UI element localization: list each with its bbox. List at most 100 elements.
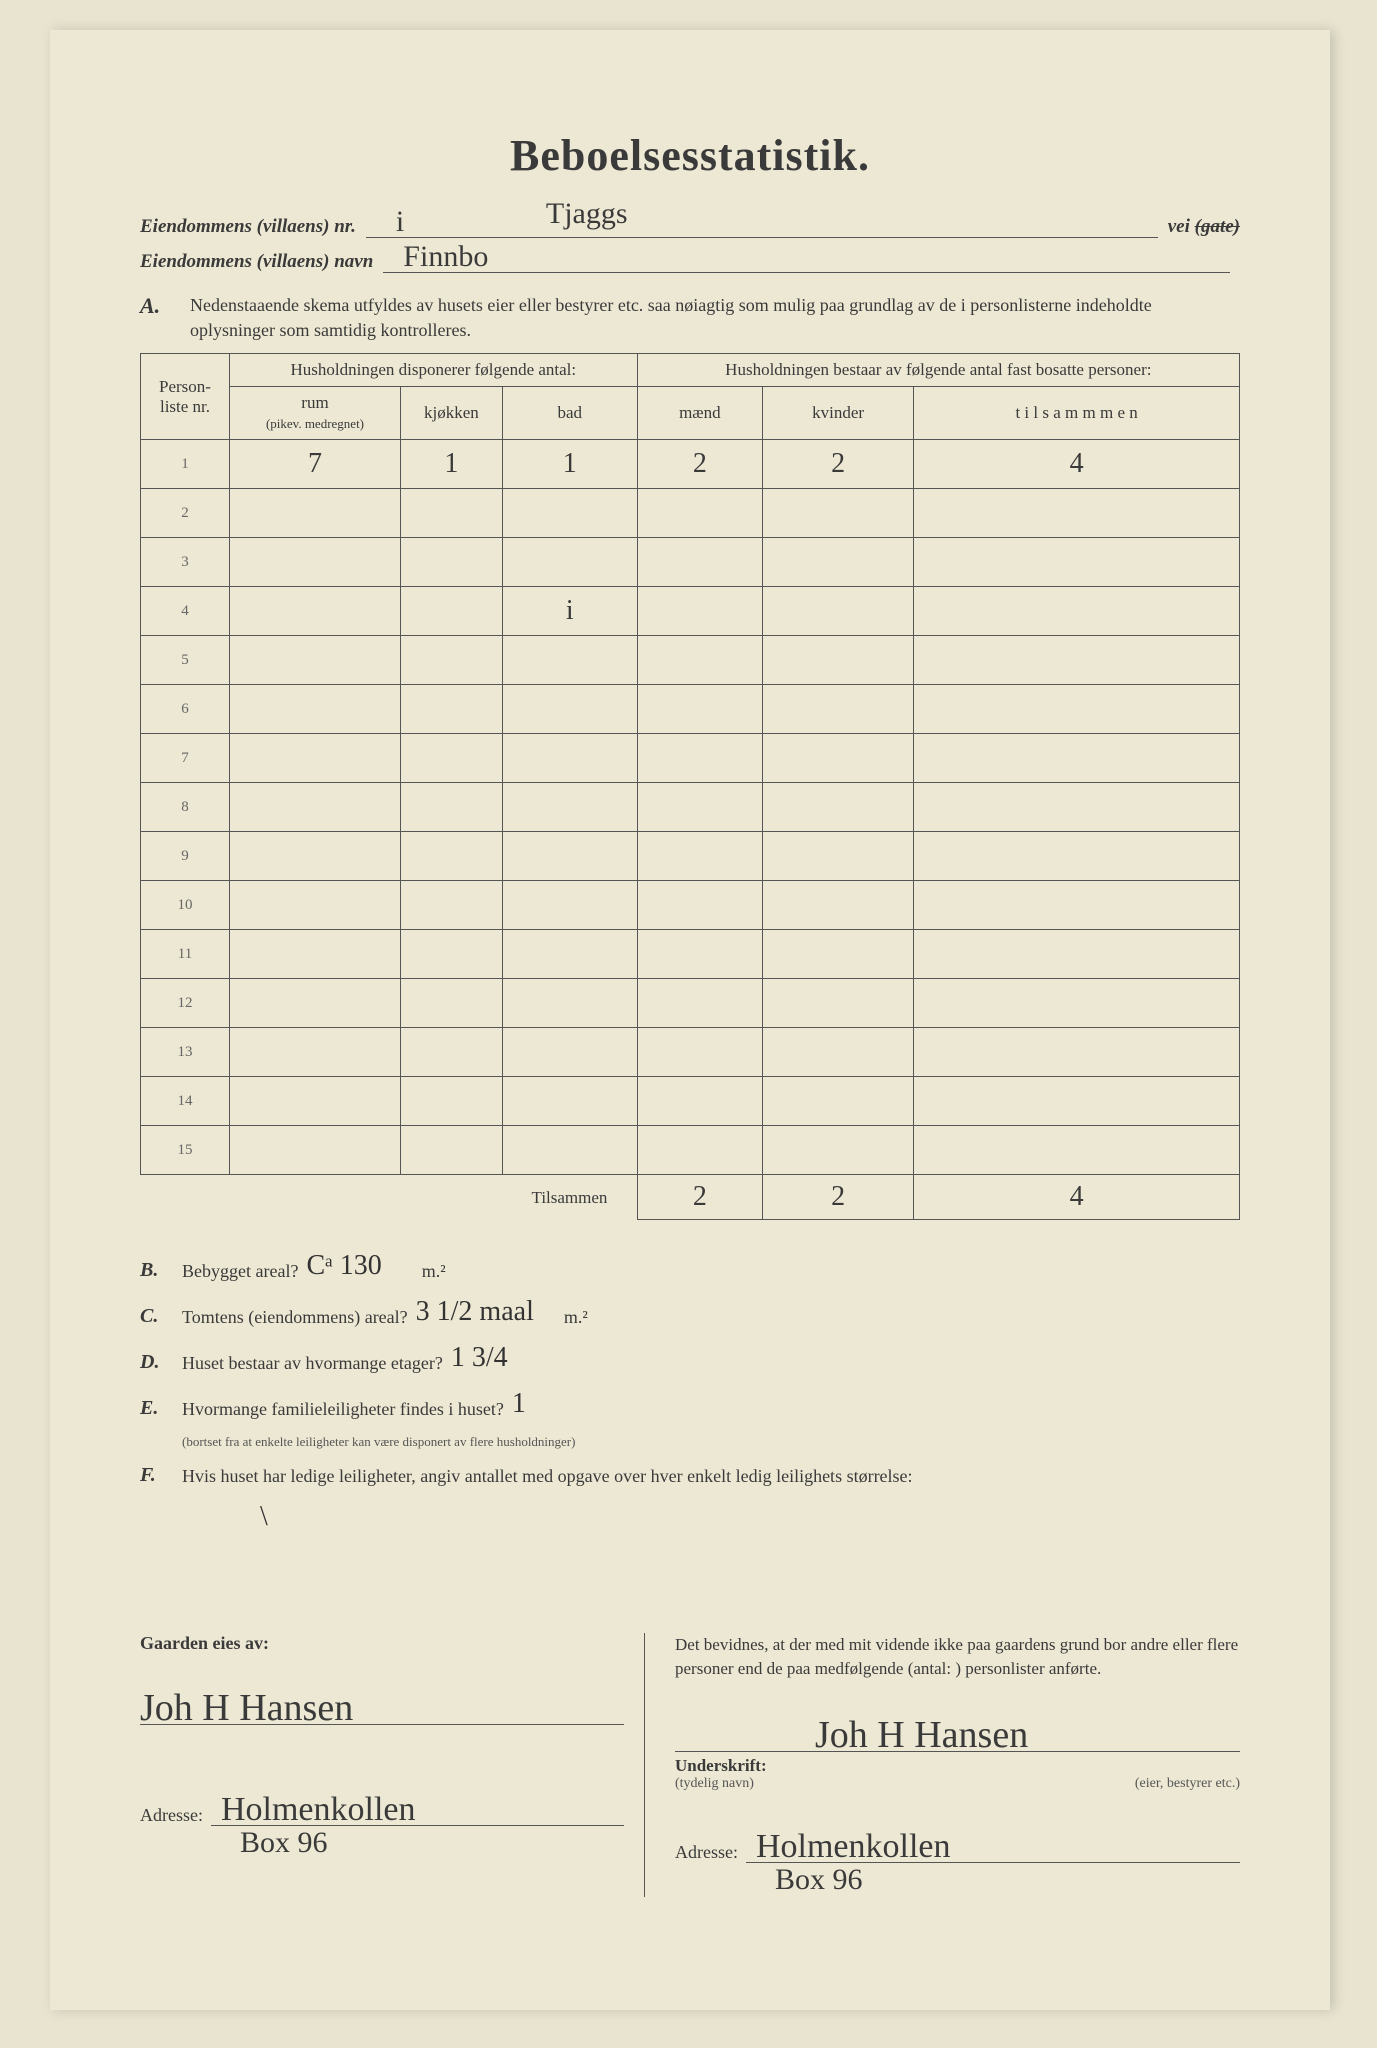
cell-kjokken [400,1077,502,1126]
cell-kjokken [400,734,502,783]
witness-addr-row: Adresse: Holmenkollen [675,1822,1240,1863]
cell-maend [637,636,762,685]
th-personliste: Person-liste nr. [141,354,230,440]
header-nr-row: Eiendommens (villaens) nr. i Tjaggs vei … [140,211,1240,238]
cell-tilsammen [914,538,1240,587]
navn-field: Finnbo [383,246,1230,273]
cell-maend [637,832,762,881]
section-a-text: Nedenstaaende skema utfyldes av husets e… [190,293,1240,343]
cell-bad [502,881,637,930]
cell-bad: i [502,587,637,636]
cell-tilsammen [914,1077,1240,1126]
total-maend: 2 [637,1175,762,1220]
cell-maend: 2 [637,440,762,489]
owner-addr-fill: Holmenkollen [211,1785,624,1826]
cell-rum [230,636,401,685]
cell-kjokken [400,538,502,587]
cell-bad [502,685,637,734]
f-hand: \ [260,1501,268,1533]
table-row: 8 [141,783,1240,832]
cell-rum [230,587,401,636]
th-bad: bad [502,387,637,440]
owner-block: Gaarden eies av: Joh H Hansen Adresse: H… [140,1633,644,1897]
cell-nr: 5 [141,636,230,685]
cell-tilsammen: 4 [914,440,1240,489]
cell-nr: 3 [141,538,230,587]
th-kvinder: kvinder [763,387,914,440]
witness-addr2: Box 96 [775,1863,1240,1897]
witness-addr1: Holmenkollen [756,1828,951,1866]
cell-maend [637,1077,762,1126]
cell-kjokken [400,783,502,832]
cell-tilsammen [914,1126,1240,1175]
table-row: 10 [141,881,1240,930]
row-c: C. Tomtens (eiendommens) areal? 3 1/2 ma… [140,1296,1240,1328]
gate-struck: (gate) [1195,216,1240,237]
table-row: 2 [141,489,1240,538]
cell-maend [637,979,762,1028]
cell-tilsammen [914,489,1240,538]
document-page: Beboelsesstatistik. Eiendommens (villaen… [50,30,1330,2010]
table-row: 5 [141,636,1240,685]
cell-rum [230,1028,401,1077]
section-a-label: A. [140,293,190,343]
cell-rum [230,1126,401,1175]
cell-rum [230,832,401,881]
cell-nr: 13 [141,1028,230,1077]
owner-signature: Joh H Hansen [140,1686,353,1730]
tilsammen-label: Tilsammen [502,1175,637,1220]
cell-kvinder [763,930,914,979]
cell-tilsammen [914,587,1240,636]
cell-nr: 15 [141,1126,230,1175]
page-title: Beboelsesstatistik. [140,130,1240,181]
cell-maend [637,783,762,832]
owner-addr-row: Adresse: Holmenkollen [140,1785,624,1826]
bottom-block: Gaarden eies av: Joh H Hansen Adresse: H… [140,1633,1240,1897]
owner-addr2: Box 96 [240,1826,624,1860]
d-text: Huset bestaar av hvormange etager? [182,1353,443,1374]
cell-bad [502,1077,637,1126]
c-hand: 3 1/2 maal [416,1296,534,1328]
header-navn-row: Eiendommens (villaens) navn Finnbo [140,246,1240,273]
b-unit: m.² [422,1261,446,1282]
section-a: A. Nedenstaaende skema utfyldes av huset… [140,293,1240,343]
cell-kvinder: 2 [763,440,914,489]
witness-signature: Joh H Hansen [815,1713,1028,1757]
eier-text: (eier, bestyrer etc.) [1135,1776,1240,1792]
cell-bad [502,930,637,979]
cell-rum [230,881,401,930]
cell-nr: 4 [141,587,230,636]
table-row: 14 [141,1077,1240,1126]
cell-maend [637,734,762,783]
c-text: Tomtens (eiendommens) areal? [182,1307,408,1328]
witness-addr-label: Adresse: [675,1842,738,1863]
cell-kvinder [763,1028,914,1077]
cell-maend [637,685,762,734]
th-rum: rum (pikev. medregnet) [230,387,401,440]
row-d: D. Huset bestaar av hvormange etager? 1 … [140,1342,1240,1374]
cell-bad [502,636,637,685]
cell-nr: 6 [141,685,230,734]
cell-rum [230,489,401,538]
witness-addr-fill: Holmenkollen [746,1822,1240,1863]
cell-maend [637,1126,762,1175]
cell-bad [502,832,637,881]
cell-tilsammen [914,636,1240,685]
cell-kvinder [763,783,914,832]
cell-kvinder [763,636,914,685]
cell-tilsammen [914,734,1240,783]
table-row: 6 [141,685,1240,734]
f-label: F. [140,1464,182,1487]
cell-bad [502,783,637,832]
navn-value: Finnbo [403,240,488,274]
b-label: B. [140,1259,182,1282]
cell-bad: 1 [502,440,637,489]
navn-label: Eiendommens (villaens) navn [140,251,373,273]
row-e: E. Hvormange familieleiligheter findes i… [140,1388,1240,1420]
cell-kjokken: 1 [400,440,502,489]
c-label: C. [140,1305,182,1328]
cell-rum [230,783,401,832]
table-row: 12 [141,979,1240,1028]
b-text: Bebygget areal? [182,1261,298,1282]
nr-field: i Tjaggs [366,211,1158,238]
